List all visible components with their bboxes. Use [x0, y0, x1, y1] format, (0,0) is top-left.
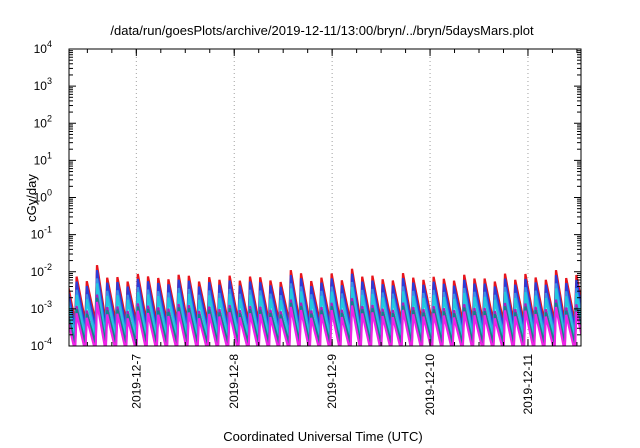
series-line [69, 270, 581, 329]
x-tick-label: 2019-12-7 [129, 354, 143, 409]
y-tick-exponent: 0 [47, 188, 52, 198]
y-tick-exponent: 1 [47, 150, 52, 160]
x-tick-label: 2019-12-9 [325, 354, 339, 409]
y-tick-label: 103 [34, 76, 52, 93]
chart-title: /data/run/goesPlots/archive/2019-12-11/1… [110, 23, 534, 38]
y-tick-exponent: -3 [44, 299, 52, 309]
y-tick-exponent: -4 [44, 336, 52, 346]
y-tick-label: 101 [34, 150, 52, 167]
y-tick-label: 102 [34, 113, 52, 130]
y-tick-label: 10-1 [31, 225, 52, 242]
y-tick-label: 10-2 [31, 262, 52, 279]
x-axis: 2019-12-7 2019-12-8 2019-12-9 2019-12-10 201… [86, 49, 578, 416]
x-tick-label: 2019-12-8 [227, 354, 241, 409]
y-tick-exponent: 2 [47, 113, 52, 123]
y-axis-label: cGy/day [24, 174, 39, 222]
y-tick-exponent: -2 [44, 262, 52, 272]
y-tick-exponent: 4 [47, 39, 52, 49]
y-tick-exponent: 3 [47, 76, 52, 86]
y-tick-label: 104 [34, 39, 52, 56]
series-line [69, 301, 581, 346]
x-axis-label: Coordinated Universal Time (UTC) [223, 429, 422, 444]
x-tick-label: 2019-12-11 [521, 354, 535, 415]
series-layer [69, 265, 581, 346]
x-tick-label: 2019-12-10 [423, 354, 437, 416]
plot-area [69, 265, 581, 346]
y-tick-exponent: -1 [44, 225, 52, 235]
y-tick-label: 10-4 [31, 336, 52, 353]
grid-lines [135, 49, 529, 346]
series-line [69, 283, 581, 340]
y-tick-label: 10-3 [31, 299, 52, 316]
